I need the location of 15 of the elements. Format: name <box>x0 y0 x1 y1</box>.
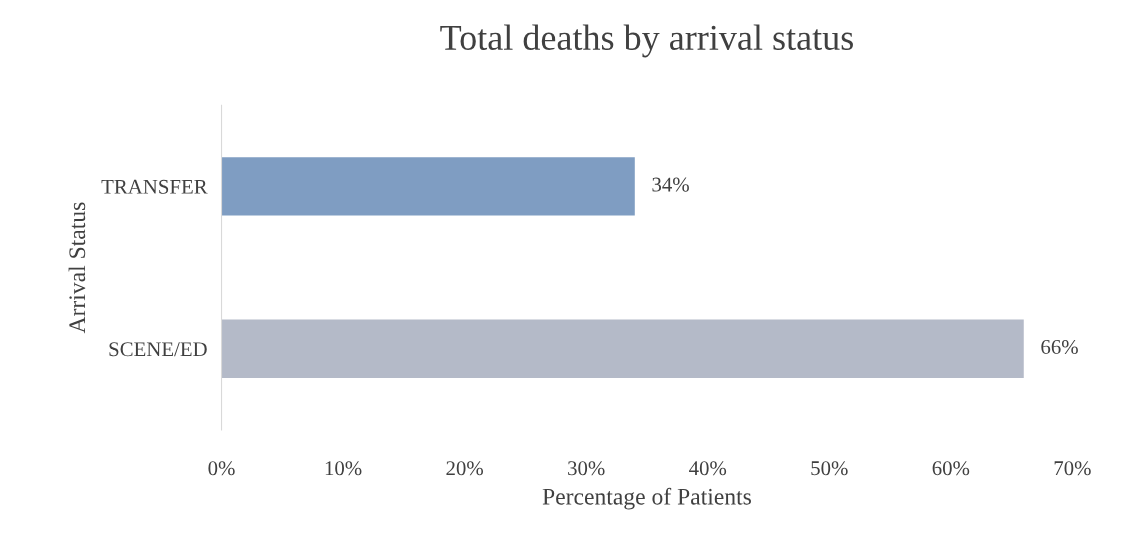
data-label: 34% <box>652 177 689 192</box>
y-axis-title: Arrival Status <box>68 202 86 334</box>
x-axis-title: Percentage of Patients <box>542 487 751 510</box>
y-tick-label: SCENE/ED <box>109 342 207 357</box>
x-tick-label: 20% <box>446 461 484 476</box>
x-tick-label: 60% <box>932 461 970 476</box>
x-tick-label: 10% <box>325 461 362 476</box>
x-tick-label: 0% <box>208 461 235 476</box>
y-tick-label: TRANSFER <box>101 179 208 194</box>
x-tick-label: 70% <box>1054 461 1091 476</box>
x-tick-label: 30% <box>568 461 605 476</box>
data-label: 66% <box>1041 339 1078 355</box>
x-tick-label: 50% <box>811 461 848 476</box>
x-tick-label: 40% <box>689 461 727 476</box>
chart-title: Total deaths by arrival status <box>440 24 853 58</box>
